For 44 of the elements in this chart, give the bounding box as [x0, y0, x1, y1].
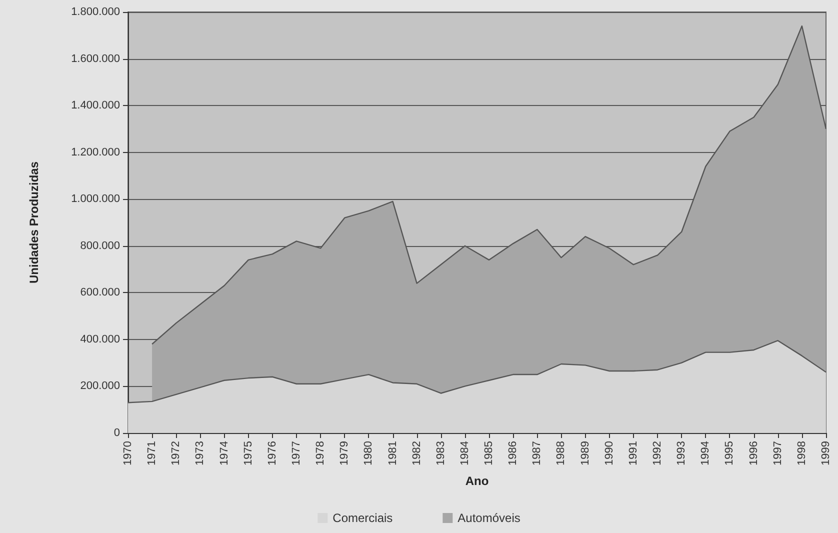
x-tick-label: 1984 [458, 441, 471, 466]
y-tick-label: 400.000 [80, 333, 120, 346]
x-tick-label: 1979 [338, 441, 351, 466]
x-tick-label: 1974 [218, 441, 230, 466]
x-tick-label: 1987 [531, 441, 544, 466]
y-tick-label: 1.200.000 [71, 146, 120, 158]
x-tick-label: 1976 [266, 441, 278, 466]
y-tick-label: 200.000 [80, 380, 120, 392]
y-tick-label: 1.600.000 [71, 52, 120, 65]
legend-label: Automóveis [458, 511, 520, 525]
y-tick-label: 600.000 [80, 286, 120, 299]
x-tick-label: 1971 [146, 441, 158, 466]
x-tick-label: 1988 [555, 441, 568, 466]
legend-label: Comerciais [332, 511, 393, 525]
x-tick-label: 1997 [772, 441, 784, 466]
x-tick-label: 1992 [652, 441, 664, 466]
x-tick-label: 1986 [507, 441, 520, 466]
y-tick-label: 1.800.000 [71, 6, 120, 18]
y-axis-title: Unidades Produzidas [27, 161, 41, 284]
x-tick-label: 1977 [290, 441, 302, 466]
x-tick-label: 1994 [700, 441, 712, 466]
x-tick-label: 1995 [724, 441, 736, 466]
y-tick-label: 1.000.000 [71, 193, 120, 206]
x-tick-label: 1985 [483, 441, 496, 466]
x-axis-title: Ano [465, 474, 489, 488]
x-tick-label: 1998 [796, 441, 808, 466]
x-tick-label: 1980 [362, 441, 375, 466]
x-tick-label: 1972 [170, 441, 182, 466]
x-tick-label: 1993 [676, 441, 688, 466]
y-tick-label: 1.400.000 [71, 100, 120, 112]
x-tick-label: 1989 [579, 441, 592, 466]
x-tick-label: 1970 [122, 441, 134, 466]
x-tick-label: 1978 [314, 441, 327, 466]
y-tick-label: 0 [114, 427, 120, 439]
x-tick-label: 1983 [434, 441, 447, 466]
x-tick-label: 1981 [386, 441, 399, 466]
x-tick-label: 1975 [242, 441, 254, 466]
x-tick-label: 1996 [748, 441, 760, 466]
x-tick-label: 1982 [410, 441, 423, 466]
y-tick-label: 800.000 [80, 240, 120, 252]
x-tick-label: 1991 [627, 441, 640, 466]
x-tick-label: 1990 [603, 441, 616, 466]
x-tick-label: 1973 [194, 441, 206, 466]
x-tick-label: 1999 [820, 441, 832, 466]
